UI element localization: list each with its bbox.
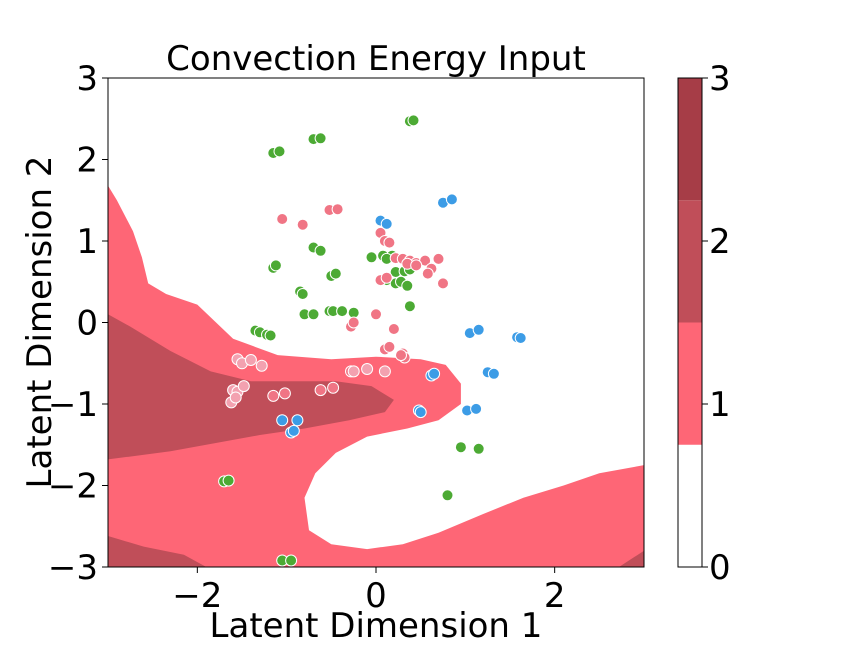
y-tick-label: 3 — [76, 59, 98, 99]
chart-title: Convection Energy Input — [166, 39, 586, 79]
scatter-point — [437, 277, 449, 290]
colorbar-band — [678, 444, 702, 567]
scatter-point — [287, 424, 300, 437]
scatter-point — [454, 441, 467, 454]
y-tick-label: 1 — [76, 222, 98, 262]
colorbar-tick-label: 2 — [709, 222, 731, 262]
scatter-point — [370, 308, 382, 321]
scatter-point — [421, 267, 434, 280]
scatter-point — [514, 332, 527, 344]
y-axis-label: Latent Dimension 2 — [20, 156, 60, 489]
scatter-point — [336, 305, 349, 318]
scatter-point — [269, 259, 282, 272]
contour-region-level-2 — [108, 536, 207, 567]
colorbar-tick-label: 3 — [709, 59, 731, 99]
scatter-point — [276, 414, 289, 427]
scatter-point — [278, 387, 291, 400]
scatter-point — [383, 236, 396, 249]
scatter-point — [314, 384, 327, 397]
y-tick-label: 2 — [76, 141, 98, 181]
scatter-point — [331, 203, 344, 216]
contour-region-level-2 — [108, 314, 394, 460]
colorbar-band — [678, 322, 702, 445]
contour-region-level-1 — [108, 185, 644, 567]
scatter-point — [472, 442, 485, 455]
scatter-point — [296, 218, 309, 231]
scatter-point — [237, 380, 250, 393]
scatter-point — [407, 114, 420, 127]
x-tick-label: 2 — [544, 576, 566, 616]
y-tick-label: −1 — [48, 385, 98, 425]
colorbar: 0 1 2 3 — [677, 59, 731, 588]
scatter-point — [445, 193, 458, 206]
scatter-point — [472, 323, 485, 336]
scatter-point — [441, 489, 454, 502]
scatter-point — [296, 288, 309, 300]
scatter-point — [222, 474, 235, 487]
scatter-point — [378, 365, 391, 378]
scatter-point — [276, 213, 289, 225]
scatter-point — [267, 389, 280, 402]
colorbar-band — [678, 78, 702, 201]
x-axis: −2 0 2 — [172, 567, 565, 616]
scatter-point — [383, 340, 396, 353]
points-layer — [218, 114, 527, 567]
contour-region-level-2 — [619, 550, 644, 567]
scatter-point — [403, 300, 416, 313]
contour-layer — [108, 185, 644, 567]
scatter-point — [432, 252, 445, 265]
scatter-point — [229, 391, 242, 404]
colorbar-tick-label: 0 — [709, 548, 731, 588]
plot-area — [107, 77, 645, 568]
x-axis-label: Latent Dimension 1 — [210, 606, 543, 646]
scatter-point — [365, 251, 378, 264]
scatter-point — [380, 271, 393, 284]
scatter-point — [347, 365, 360, 378]
colorbar-tick-label: 1 — [709, 385, 731, 425]
scatter-point — [414, 406, 427, 419]
scatter-point — [347, 316, 360, 329]
y-tick-label: −3 — [48, 548, 98, 588]
scatter-point — [273, 145, 286, 158]
scatter-point — [255, 359, 268, 372]
colorbar-frame — [677, 77, 703, 568]
scatter-point — [361, 363, 374, 375]
scatter-point — [329, 267, 342, 280]
scatter-point — [244, 354, 257, 366]
y-tick-label: −2 — [48, 467, 98, 507]
y-tick-label: 0 — [76, 304, 98, 344]
scatter-point — [285, 554, 298, 567]
scatter-point — [327, 381, 340, 394]
x-tick-label: 0 — [365, 576, 387, 616]
scatter-point — [264, 329, 277, 342]
scatter-point — [395, 349, 407, 362]
scatter-point — [401, 279, 414, 292]
scatter-point — [314, 244, 327, 257]
colorbar-band — [678, 200, 702, 323]
scatter-point — [387, 323, 400, 335]
scatter-point — [314, 132, 327, 145]
scatter-point — [470, 402, 483, 415]
scatter-point — [410, 259, 423, 272]
scatter-point — [428, 367, 441, 380]
y-axis: −3 −2 −1 0 1 2 3 — [48, 59, 108, 588]
x-tick-label: −2 — [172, 576, 222, 616]
scatter-point — [307, 308, 320, 321]
scatter-point — [487, 367, 500, 380]
scatter-point — [291, 414, 304, 427]
scatter-point — [380, 217, 393, 230]
